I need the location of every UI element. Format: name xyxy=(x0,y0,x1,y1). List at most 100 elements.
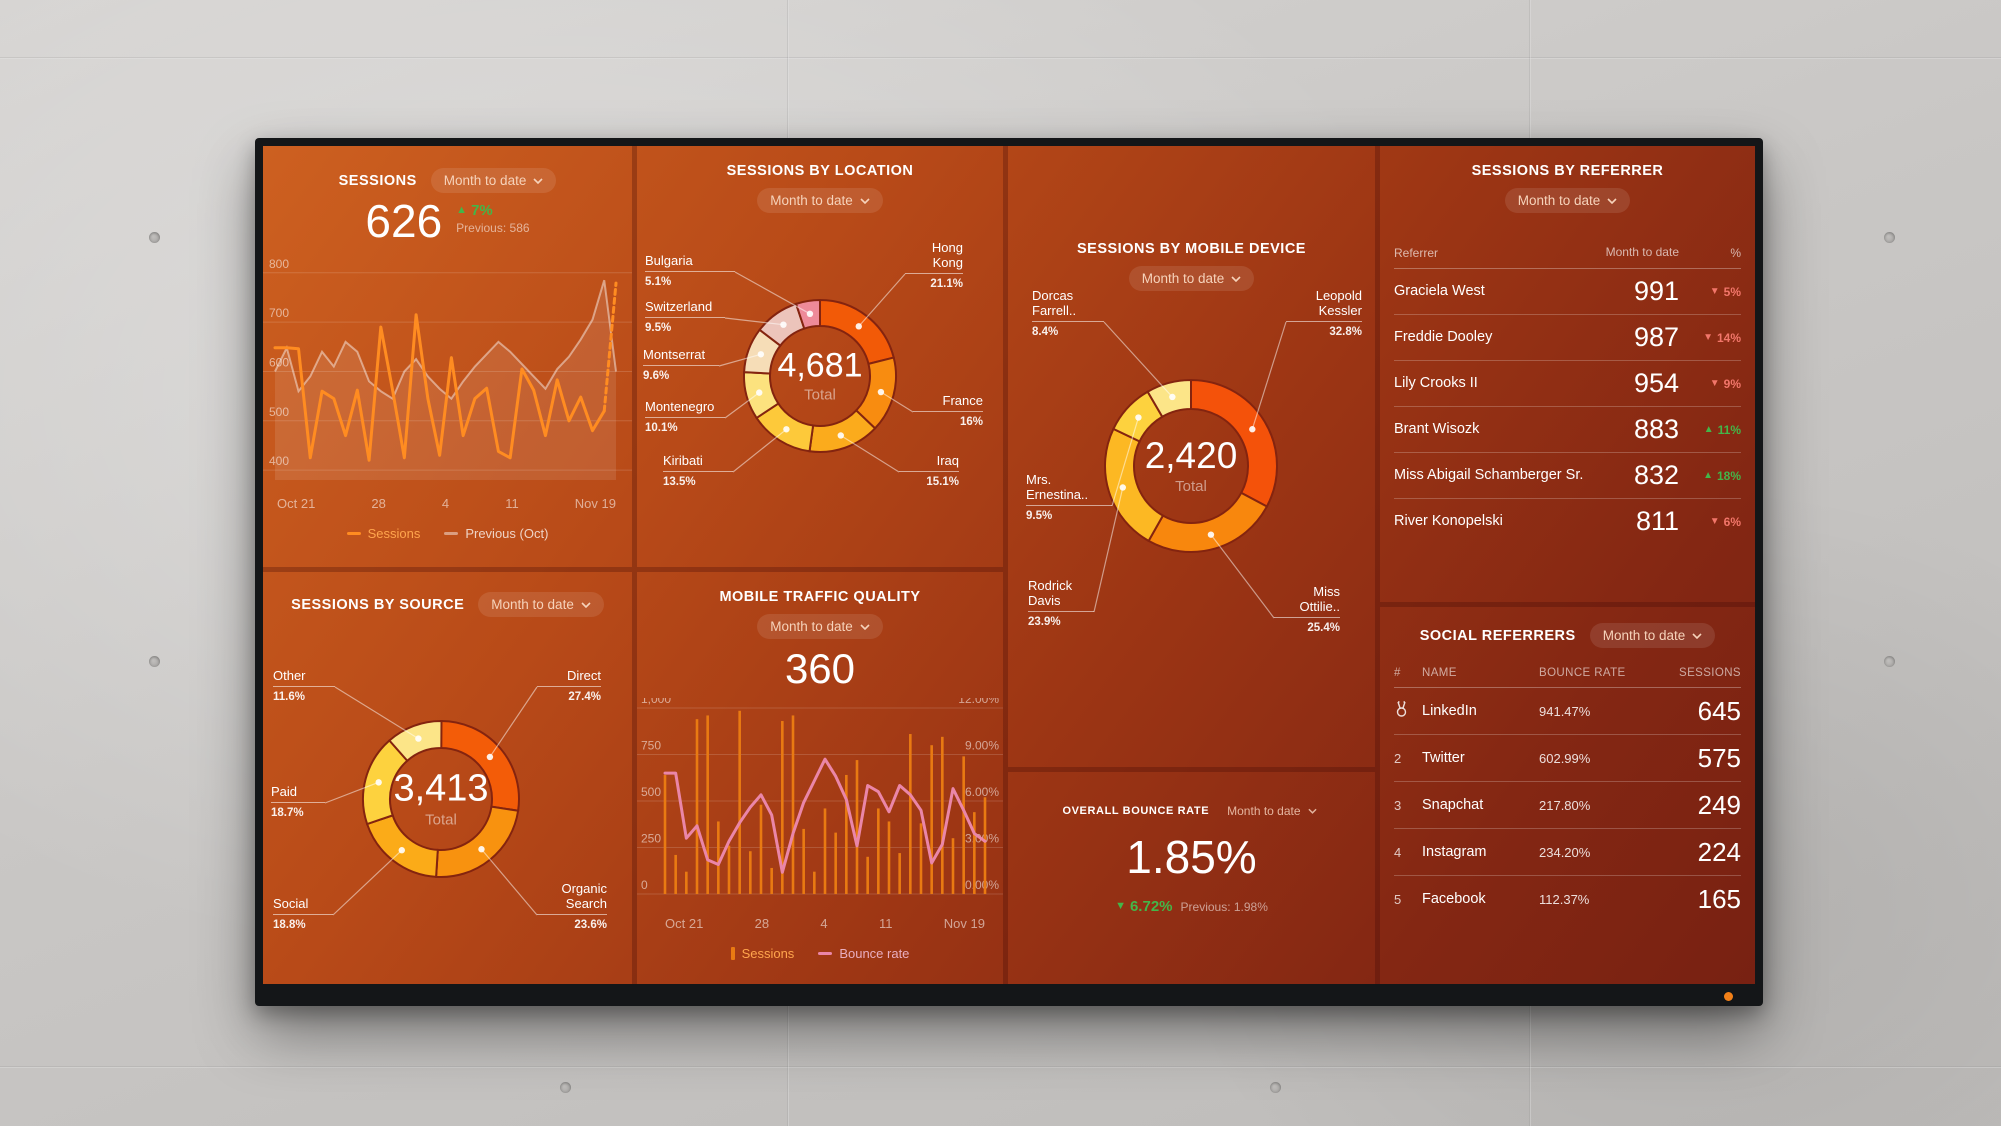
table-row[interactable]: LinkedIn 941.47% 645 xyxy=(1394,688,1741,735)
table-row[interactable]: Miss Abigail Schamberger Sr. 832 ▲ 18% xyxy=(1394,453,1741,499)
referrer-table: Referrer Month to date% Graciela West 991 ▼ 5… xyxy=(1394,242,1741,544)
arrow-up-icon: ▲ xyxy=(456,204,468,216)
svg-text:700: 700 xyxy=(269,306,289,320)
social-sessions-value: 645 xyxy=(1697,695,1741,726)
leader-dot xyxy=(1119,484,1126,491)
column-header: BOUNCE RATE xyxy=(1539,667,1626,679)
social-sessions-value: 224 xyxy=(1697,836,1741,867)
chevron-down-icon xyxy=(581,601,591,608)
social-bounce-rate: 234.20% xyxy=(1539,844,1591,860)
svg-text:0.00%: 0.00% xyxy=(965,878,999,892)
session-bar xyxy=(866,856,869,894)
panel-divider xyxy=(263,567,632,572)
table-row[interactable]: 5 Facebook 112.37% 165 xyxy=(1394,876,1741,922)
session-bar xyxy=(674,854,677,894)
social-rank: 2 xyxy=(1394,750,1402,766)
label-leader-line xyxy=(1251,321,1287,430)
social-referrers-table: # NAME BOUNCE RATE SESSIONS LinkedIn 941.47% 6… xyxy=(1394,663,1741,922)
donut-segment-label: Mrs. Ernestina.. 9.5% xyxy=(1026,472,1112,524)
legend-swatch xyxy=(444,532,459,535)
date-range-selector[interactable]: Month to date xyxy=(430,168,557,193)
column-header: # xyxy=(1394,667,1401,679)
svg-text:0: 0 xyxy=(641,878,648,892)
leader-dot xyxy=(1135,414,1142,421)
label-leader-line xyxy=(481,848,538,916)
referrer-sessions-value: 991 xyxy=(1633,276,1679,306)
leader-dot xyxy=(783,426,790,433)
legend-item: Sessions xyxy=(346,526,421,541)
table-row[interactable]: 3 Snapchat 217.80% 249 xyxy=(1394,782,1741,829)
label-leader-line xyxy=(724,392,760,419)
x-tick: 28 xyxy=(371,496,386,511)
mobile-quality-legend: Sessions Bounce rate xyxy=(637,946,1003,961)
session-bar xyxy=(823,808,827,894)
svg-text:12.00%: 12.00% xyxy=(958,698,999,706)
donut-label-pct: 18.7% xyxy=(271,807,304,819)
date-range-selector[interactable]: Month to date xyxy=(478,592,604,617)
panel-title: MOBILE TRAFFIC QUALITY xyxy=(719,589,921,605)
column-header: NAME xyxy=(1422,667,1457,679)
date-range-selector[interactable]: Month to date xyxy=(1223,802,1320,820)
social-network-name: Snapchat xyxy=(1422,797,1484,813)
date-range-label: Month to date xyxy=(1517,193,1601,208)
donut-label-pct: 9.6% xyxy=(643,370,670,382)
table-row[interactable]: Brant Wisozk 883 ▲ 11% xyxy=(1394,407,1741,453)
chevron-down-icon xyxy=(860,197,870,204)
table-row[interactable]: Lily Crooks II 954 ▼ 9% xyxy=(1394,361,1741,407)
date-range-selector[interactable]: Month to date xyxy=(1128,266,1255,291)
wall-seam xyxy=(0,1066,2001,1068)
leader-dot xyxy=(398,847,405,854)
chevron-down-icon xyxy=(860,623,870,630)
label-leader-line xyxy=(332,849,403,916)
referrer-change-value: 9% xyxy=(1723,376,1741,391)
bounce-delta: ▼ 6.72% xyxy=(1115,898,1173,915)
previous-line xyxy=(274,279,617,401)
date-range-label: Month to date xyxy=(1227,804,1301,818)
date-range-label: Month to date xyxy=(770,193,853,208)
table-row[interactable]: 2 Twitter 602.99% 575 xyxy=(1394,735,1741,782)
donut-segment-label: Montserrat 9.6% xyxy=(643,332,719,384)
donut-label-pct: 27.4% xyxy=(568,691,601,703)
donut-label-name: Mrs. Ernestina.. xyxy=(1026,472,1112,506)
panel-title: SESSIONS xyxy=(338,172,417,189)
social-rank: 3 xyxy=(1394,797,1402,813)
date-range-selector[interactable]: Month to date xyxy=(757,614,883,639)
panel-sessions-by-referrer: SESSIONS BY REFERRER Month to date Refer… xyxy=(1380,146,1755,602)
date-range-label: Month to date xyxy=(491,597,574,612)
referrer-name: Freddie Dooley xyxy=(1394,328,1493,345)
sessions-line-svg: 800 700 600 500 400 xyxy=(263,257,632,480)
referrer-change-value: 14% xyxy=(1716,330,1741,345)
table-row[interactable]: River Konopelski 811 ▼ 6% xyxy=(1394,499,1741,544)
date-range-selector[interactable]: Month to date xyxy=(1504,188,1631,213)
session-bar xyxy=(717,821,720,894)
chevron-down-icon xyxy=(1231,275,1241,282)
label-leader-line xyxy=(880,391,914,413)
social-rank: 5 xyxy=(1394,891,1402,907)
donut-segment-label: Direct 27.4% xyxy=(537,668,601,705)
leader-dot xyxy=(757,351,765,358)
session-bar xyxy=(706,715,709,894)
session-bar xyxy=(951,838,955,894)
table-row[interactable]: Freddie Dooley 987 ▼ 14% xyxy=(1394,315,1741,361)
leader-dot xyxy=(486,753,494,761)
donut-segment xyxy=(819,298,895,366)
column-header-percent: % xyxy=(1730,246,1741,260)
wall-tie-hole xyxy=(1270,1082,1281,1093)
session-bar xyxy=(973,812,976,894)
date-range-selector[interactable]: Month to date xyxy=(757,188,883,213)
donut-label-pct: 13.5% xyxy=(663,476,696,488)
leader-dot xyxy=(1249,426,1256,433)
session-bar xyxy=(695,719,699,894)
panel-sessions-by-location: SESSIONS BY LOCATION Month to date Hong … xyxy=(637,146,1003,567)
session-bar xyxy=(759,804,763,894)
label-leader-line xyxy=(1093,487,1124,613)
panel-title: SESSIONS BY LOCATION xyxy=(726,163,914,179)
session-bar xyxy=(770,867,773,894)
legend-label: Sessions xyxy=(367,526,421,541)
date-range-selector[interactable]: Month to date xyxy=(1589,623,1716,648)
referrer-change: ▼ 14% xyxy=(1679,331,1741,345)
table-row[interactable]: Graciela West 991 ▼ 5% xyxy=(1394,269,1741,315)
table-row[interactable]: 4 Instagram 234.20% 224 xyxy=(1394,829,1741,876)
referrer-change: ▼ 6% xyxy=(1679,515,1741,529)
